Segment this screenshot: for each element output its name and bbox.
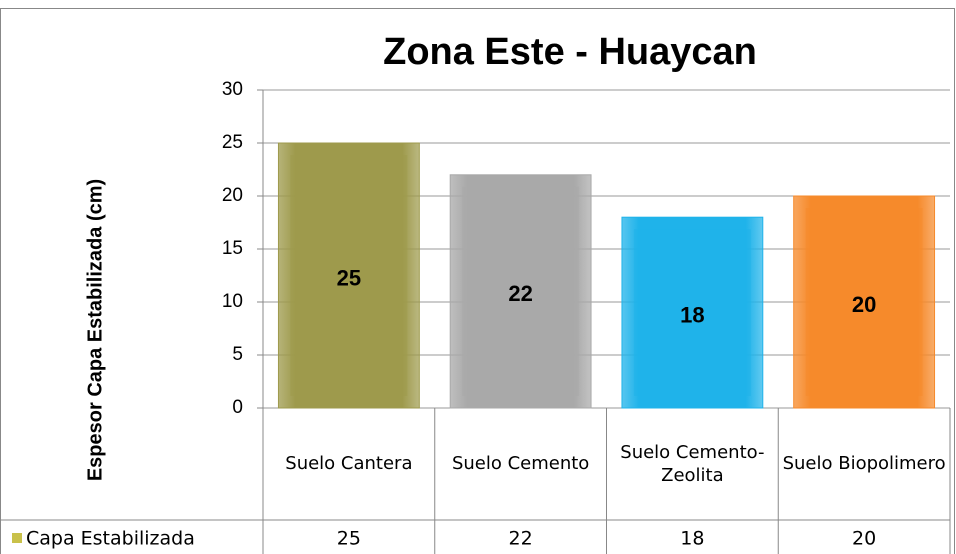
table-value: 22 [509,528,533,550]
x-tick-label: Suelo Cemento [451,453,590,475]
data-label: 18 [680,302,704,327]
y-axis-label: Espesor Capa Estabilizada (cm) [84,179,106,481]
chart-title: Zona Este - Huaycan [383,31,757,73]
table-value: 18 [680,528,704,550]
table-value: 25 [337,528,361,550]
y-tick-label: 10 [222,291,243,312]
x-tick-label-box: Suelo Cantera [285,453,413,475]
y-tick-label: 15 [222,238,243,259]
y-tick-label: 25 [222,132,243,153]
bar-bevel [290,155,408,396]
chart-border [0,8,955,554]
data-label: 22 [508,281,532,306]
x-tick-label: Suelo Biopolimero [782,453,946,475]
x-tick-label-box: Suelo Cemento [451,453,590,475]
y-tick-label: 0 [232,397,243,418]
data-label: 25 [337,265,361,290]
table-value: 20 [852,528,876,550]
y-tick-label: 20 [222,185,243,206]
y-tick-label: 5 [232,344,243,365]
legend-key [12,533,22,543]
bar-bevel [633,229,751,396]
x-tick-label: Suelo Cemento-Zeolita [620,441,765,486]
x-tick-label-box: Suelo Cemento-Zeolita [620,441,765,486]
bar-bevel [462,186,580,396]
bar-bevel [805,208,923,396]
legend-label: Capa Estabilizada [26,528,195,550]
x-tick-label: Suelo Cantera [285,453,413,475]
y-tick-label: 30 [222,79,243,100]
x-tick-label-box: Suelo Biopolimero [782,453,946,475]
data-label: 20 [852,292,876,317]
